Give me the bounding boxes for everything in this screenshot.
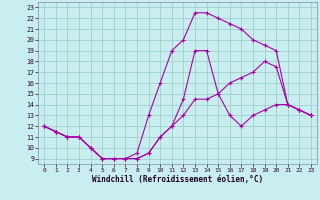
X-axis label: Windchill (Refroidissement éolien,°C): Windchill (Refroidissement éolien,°C) xyxy=(92,175,263,184)
